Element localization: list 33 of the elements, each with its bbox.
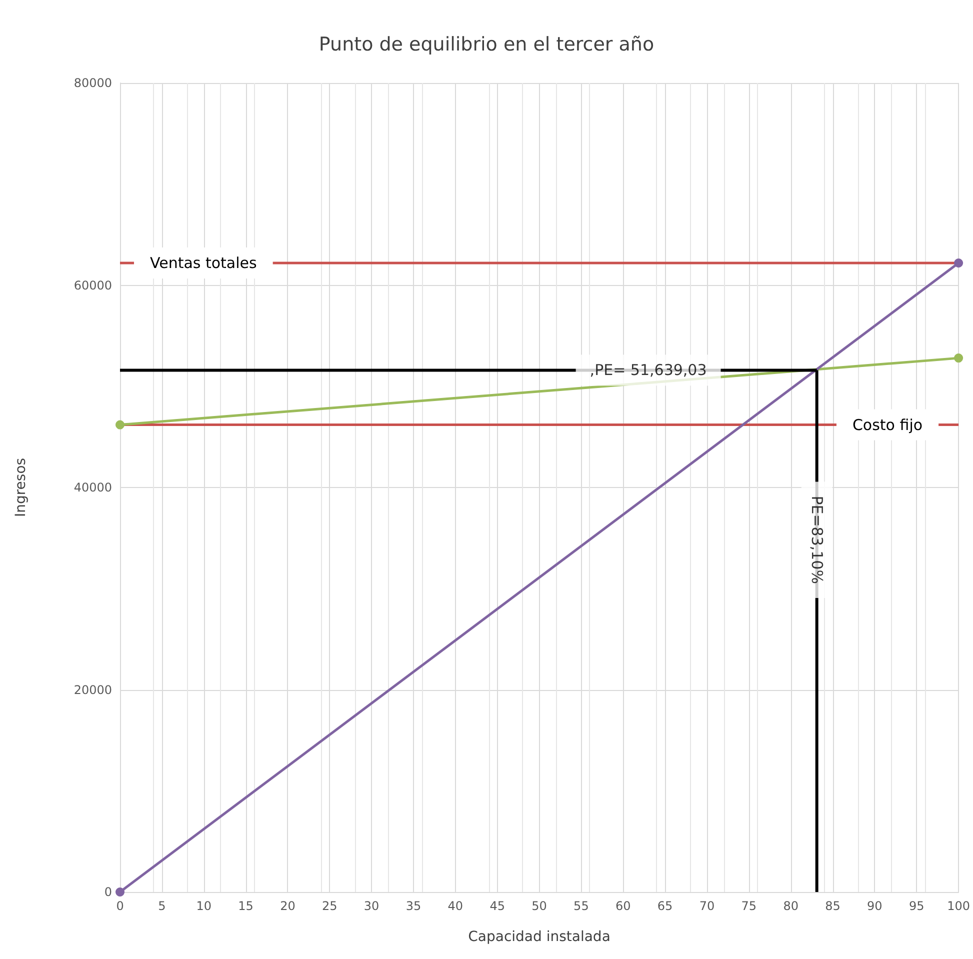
x-tick-label: 60 <box>615 899 631 913</box>
x-tick-label: 95 <box>908 899 924 913</box>
series-label: Ventas totales <box>150 254 258 272</box>
x-tick-label: 10 <box>196 899 212 913</box>
y-tick-label: 40000 <box>74 480 112 494</box>
x-tick-label: 15 <box>238 899 254 913</box>
y-tick-label: 0 <box>104 885 112 899</box>
y-tick-label: 20000 <box>74 682 112 697</box>
y-axis-title: Ingresos <box>13 458 29 518</box>
x-tick-label: 65 <box>657 899 673 913</box>
x-tick-label: 50 <box>532 899 547 913</box>
series-label: Costo fijo <box>852 416 923 434</box>
x-tick-label: 0 <box>116 899 124 913</box>
x-tick-label: 100 <box>947 899 970 913</box>
x-tick-label: 20 <box>280 899 296 913</box>
annotation: ,PE= 51,639,03 <box>590 361 707 380</box>
x-tick-label: 85 <box>825 899 840 913</box>
x-tick-label: 30 <box>364 899 380 913</box>
annotation: PE=83,10% <box>808 496 826 584</box>
x-tick-label: 25 <box>322 899 338 913</box>
x-tick-label: 40 <box>448 899 464 913</box>
x-tick-label: 55 <box>574 899 589 913</box>
y-tick-label: 80000 <box>74 76 112 90</box>
x-tick-label: 45 <box>490 899 505 913</box>
x-tick-label: 5 <box>158 899 166 913</box>
x-tick-label: 90 <box>867 899 882 913</box>
x-tick-label: 35 <box>406 899 422 913</box>
x-tick-label: 80 <box>783 899 798 913</box>
x-tick-label: 75 <box>741 899 757 913</box>
chart-title: Punto de equilibrio en el tercer año <box>318 34 654 56</box>
y-tick-label: 60000 <box>74 278 112 292</box>
x-axis-title: Capacidad instalada <box>468 929 610 945</box>
x-tick-label: 70 <box>699 899 715 913</box>
